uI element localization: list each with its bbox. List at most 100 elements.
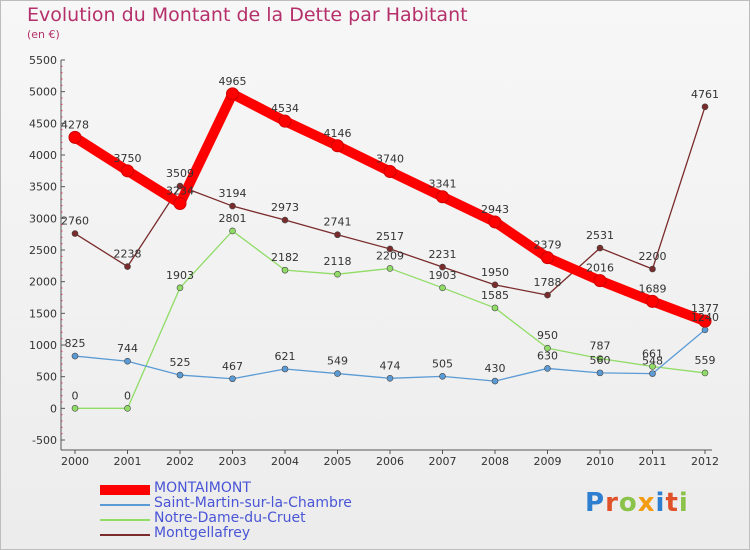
logo-letter: P (585, 488, 606, 518)
data-label: 4278 (61, 118, 89, 131)
x-tick-label: 2009 (534, 455, 562, 468)
data-point (383, 164, 397, 178)
data-point (436, 190, 449, 204)
data-point (649, 265, 656, 273)
data-label: 2943 (481, 203, 509, 216)
data-label: 1788 (534, 276, 562, 289)
data-point (278, 114, 292, 128)
y-tick-label: 1500 (29, 307, 57, 320)
data-point (386, 265, 394, 272)
data-label: 3740 (376, 152, 404, 165)
data-label: 2531 (586, 229, 614, 242)
data-label: 2118 (324, 255, 352, 268)
data-label: 4534 (271, 102, 299, 115)
data-label: 467 (222, 360, 243, 373)
data-label: 2238 (114, 248, 142, 261)
data-point (281, 266, 289, 274)
data-point (541, 251, 554, 265)
legend-label: Notre-Dame-du-Cruet (154, 510, 306, 526)
data-label: 1950 (481, 266, 509, 279)
data-point (649, 363, 656, 370)
data-label: 1377 (691, 302, 719, 315)
data-label: 3341 (429, 178, 457, 191)
x-tick-label: 2001 (114, 455, 142, 468)
data-label: 0 (72, 389, 79, 402)
data-point (68, 130, 82, 144)
data-point (229, 202, 236, 210)
data-label: 525 (170, 356, 191, 369)
data-label: 559 (695, 354, 716, 367)
data-point (173, 197, 187, 211)
data-label: 430 (485, 362, 506, 375)
data-label: 1689 (639, 282, 667, 295)
x-tick-label: 2006 (376, 455, 404, 468)
y-tick-label: 4000 (29, 149, 57, 162)
data-label: 1903 (429, 269, 457, 282)
y-tick-label: 0 (50, 402, 57, 415)
data-point (491, 281, 499, 289)
data-point (124, 263, 131, 270)
x-tick-label: 2012 (691, 455, 719, 468)
y-tick-label: -500 (32, 434, 57, 447)
data-label: 2741 (324, 216, 352, 229)
data-point (596, 355, 604, 362)
legend-swatch (100, 534, 150, 536)
data-point (229, 227, 236, 235)
data-label: 1903 (166, 269, 194, 282)
data-label: 4965 (219, 75, 247, 88)
y-tick-label: 1000 (29, 339, 57, 352)
data-point (701, 103, 709, 111)
data-point (544, 365, 551, 372)
y-tick-label: 5500 (29, 54, 57, 67)
data-point (439, 284, 446, 292)
y-tick-label: 500 (36, 371, 57, 384)
logo-letter: t (665, 488, 679, 518)
x-tick-label: 2010 (586, 455, 614, 468)
data-label: 2209 (376, 249, 404, 262)
data-label: 4146 (324, 127, 352, 140)
logo-letter: o (618, 488, 638, 518)
data-label: 1240 (691, 311, 719, 324)
data-point (124, 357, 131, 365)
data-point (698, 314, 712, 328)
data-label: 825 (65, 337, 86, 350)
x-tick-label: 2008 (481, 455, 509, 468)
legend-swatch (100, 485, 150, 495)
data-point (439, 263, 446, 271)
data-point (226, 87, 239, 101)
data-label: 4761 (691, 88, 719, 101)
data-label: 2231 (429, 248, 457, 261)
data-point (334, 270, 341, 278)
legend-label: MONTAIMONT (154, 480, 251, 496)
y-tick-label: 2000 (29, 276, 57, 289)
data-point (593, 274, 607, 288)
data-label: 1585 (481, 289, 509, 302)
logo-letter: x (637, 488, 656, 518)
y-tick-label: 3500 (29, 181, 57, 194)
data-point (491, 304, 499, 312)
data-label: 2517 (376, 230, 404, 243)
data-point (176, 284, 184, 292)
x-tick-label: 2004 (271, 455, 299, 468)
y-tick-label: 4500 (29, 117, 57, 130)
data-label: 548 (642, 355, 663, 368)
data-label: 549 (327, 355, 348, 368)
data-label: 3509 (166, 167, 194, 180)
y-tick-label: 5000 (29, 86, 57, 99)
data-point (71, 352, 79, 360)
data-point (334, 370, 341, 377)
chart-unit-label: (en €) (27, 28, 60, 41)
logo-letter: r (605, 488, 619, 518)
data-label: 560 (590, 354, 611, 367)
data-point (71, 405, 79, 412)
data-label: 2379 (534, 239, 562, 252)
data-label: 621 (275, 350, 296, 363)
proxiti-logo: Proxiti (585, 488, 689, 518)
legend-swatch (100, 504, 150, 506)
data-point (121, 164, 134, 178)
data-point (281, 365, 289, 373)
data-label: 950 (537, 329, 558, 342)
logo-letter: i (655, 488, 666, 518)
data-point (701, 326, 709, 334)
data-label: 505 (432, 357, 453, 370)
